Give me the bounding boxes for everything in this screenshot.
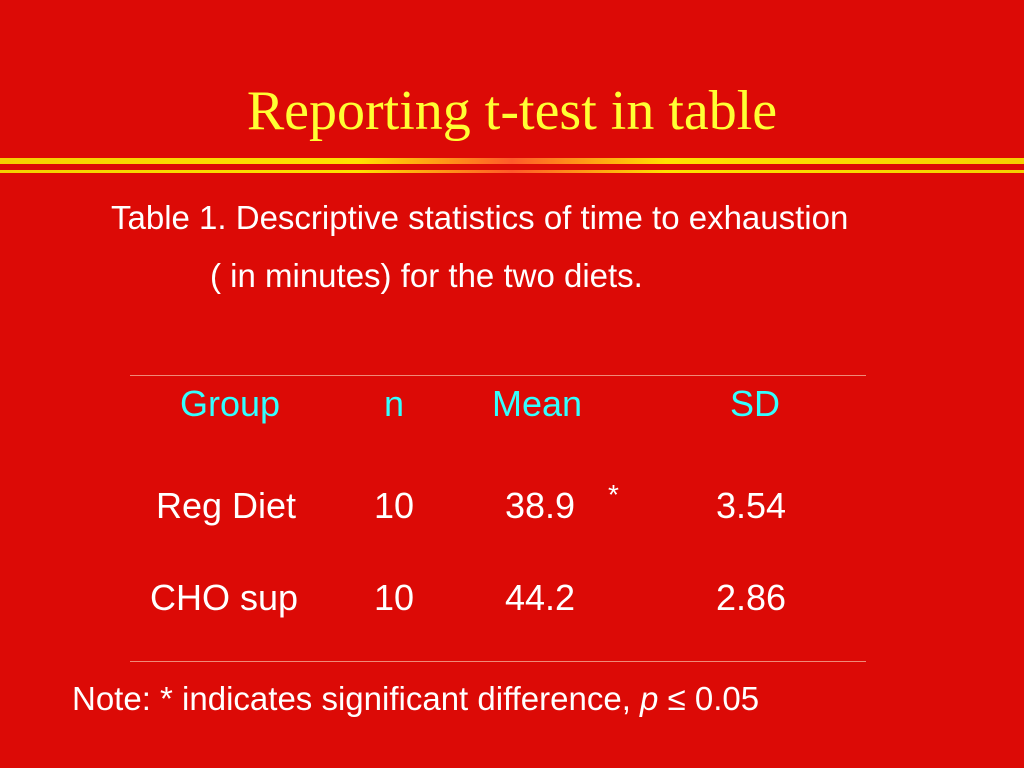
header-n: n	[384, 383, 405, 424]
table-bottom-rule	[130, 661, 866, 662]
table-caption-line-2: ( in minutes) for the two diets.	[210, 257, 643, 294]
note-prefix: Note: * indicates significant difference…	[72, 680, 641, 717]
header-sd: SD	[730, 383, 781, 424]
title-rule-bottom	[0, 170, 1024, 173]
slide-title: Reporting t-test in table	[246, 80, 778, 142]
table-caption-line-1: Table 1. Descriptive statistics of time …	[111, 199, 849, 236]
title-rule-top	[0, 158, 1024, 164]
row-sd: 2.86	[716, 577, 787, 618]
note-p-symbol: p	[640, 680, 659, 717]
row-group: CHO sup	[150, 577, 299, 618]
row-n: 10	[374, 485, 415, 526]
note-relation: ≤	[667, 680, 686, 717]
row-group: Reg Diet	[156, 485, 297, 526]
row-mean: 44.2	[505, 577, 576, 618]
note-value: 0.05	[694, 680, 760, 717]
table-note: Note: * indicates significant difference…	[72, 678, 759, 720]
header-group: Group	[180, 383, 281, 424]
significance-marker: *	[608, 479, 619, 510]
row-sd: 3.54	[716, 485, 787, 526]
row-n: 10	[374, 577, 415, 618]
row-mean: 38.9	[505, 485, 576, 526]
table-top-rule	[130, 375, 866, 376]
header-mean: Mean	[492, 383, 583, 424]
